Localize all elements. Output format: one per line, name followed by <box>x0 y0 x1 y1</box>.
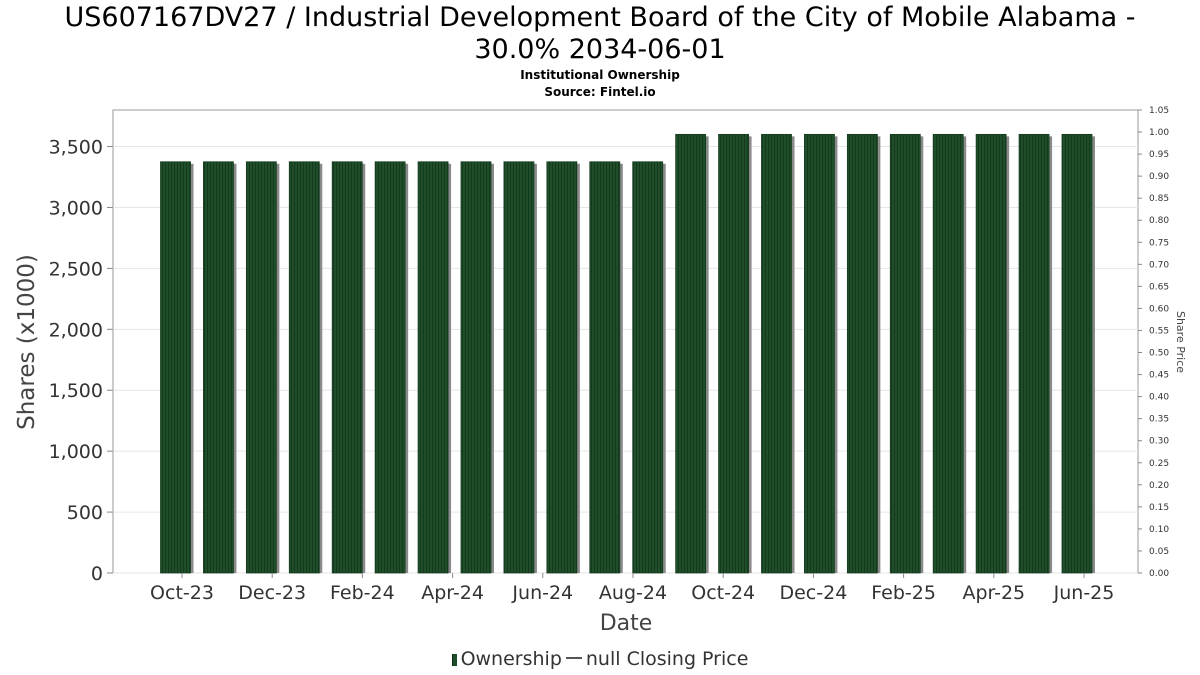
y2-axis-label: Share Price <box>1174 311 1187 373</box>
ownership-bar <box>546 161 578 574</box>
y2-tick-label: 1.05 <box>1149 106 1169 116</box>
ownership-bar <box>632 161 664 574</box>
y-tick-label: 0 <box>91 563 103 585</box>
y2-tick-label: 0.55 <box>1149 326 1169 336</box>
grid-lines <box>113 146 1138 574</box>
ownership-bar <box>417 161 449 574</box>
ownership-bar <box>1061 133 1093 574</box>
plot-area <box>112 109 1139 574</box>
ownership-legend-label: Ownership <box>460 648 562 670</box>
y2-tick-label: 0.90 <box>1149 172 1169 182</box>
y2-tick-label: 0.65 <box>1149 282 1169 292</box>
x-tick-label: Apr-24 <box>421 582 484 604</box>
y2-tick-label: 0.80 <box>1149 216 1169 226</box>
y-tick-label: 1,000 <box>49 441 103 463</box>
ownership-bar <box>761 133 792 574</box>
ownership-bar <box>718 133 749 574</box>
x-tick-label: Jun-24 <box>511 582 573 604</box>
y2-tick-label: 0.45 <box>1149 371 1169 381</box>
y2-tick-label: 0.60 <box>1149 304 1169 314</box>
price-legend-label: null Closing Price <box>585 648 749 670</box>
y-axis-label: Shares (x1000) <box>14 254 40 430</box>
y2-tick-label: 1.00 <box>1149 128 1169 138</box>
y-tick-label: 2,500 <box>49 258 103 280</box>
chart-legend: Ownership null Closing Price <box>0 648 1200 670</box>
x-tick-label: Feb-24 <box>330 582 395 604</box>
x-tick-label: Feb-25 <box>871 582 936 604</box>
ownership-bar <box>203 161 234 574</box>
y-tick-label: 2,000 <box>49 319 103 341</box>
ownership-bar <box>932 133 964 574</box>
y-tick-label: 1,500 <box>49 380 103 402</box>
ownership-bar <box>804 133 835 574</box>
y2-tick-label: 0.40 <box>1149 393 1169 403</box>
ownership-bar <box>589 161 621 574</box>
y2-tick-label: 0.10 <box>1149 525 1169 535</box>
ownership-bar <box>975 133 1007 574</box>
y2-tick-label: 0.75 <box>1149 238 1169 248</box>
y2-tick-label: 0.30 <box>1149 437 1169 447</box>
ownership-bar <box>160 161 191 574</box>
y2-tick-label: 0.35 <box>1149 415 1169 425</box>
y2-tick-label: 0.25 <box>1149 459 1169 469</box>
ownership-bar <box>331 161 363 574</box>
ownership-bar <box>245 161 277 574</box>
y2-tick-label: 0.15 <box>1149 503 1169 513</box>
x-axis-label: Date <box>600 611 653 636</box>
y2-tick-label: 0.20 <box>1149 481 1169 491</box>
chart-subtitle: Institutional Ownership <box>520 68 680 82</box>
ownership-legend-swatch <box>451 654 457 666</box>
ownership-bar <box>889 133 921 574</box>
x-tick-label: Dec-24 <box>779 582 847 604</box>
x-tick-label: Dec-23 <box>238 582 306 604</box>
chart-title-line2: 30.0% 2034-06-01 <box>474 34 726 65</box>
chart-source: Source: Fintel.io <box>544 85 656 99</box>
x-tick-label: Jun-25 <box>1053 582 1115 604</box>
ownership-bar <box>846 133 878 574</box>
ownership-bar <box>1018 133 1050 574</box>
ownership-bar <box>374 161 406 574</box>
y2-tick-label: 0.05 <box>1149 547 1169 557</box>
y2-tick-label: 0.70 <box>1149 260 1169 270</box>
y2-tick-label: 0.50 <box>1149 349 1169 359</box>
ownership-bar <box>675 133 707 574</box>
x-tick-label: Oct-23 <box>150 582 214 604</box>
chart-title-line1: US607167DV27 / Industrial Development Bo… <box>64 2 1136 33</box>
ownership-bar <box>460 161 492 574</box>
bar-series-ownership <box>160 133 1095 574</box>
y-tick-label: 3,000 <box>49 197 103 219</box>
x-tick-label: Apr-25 <box>962 582 1025 604</box>
x-tick-label: Oct-24 <box>691 582 755 604</box>
x-tick-label: Aug-24 <box>599 582 667 604</box>
y-tick-label: 500 <box>67 502 103 524</box>
y2-tick-label: 0.85 <box>1149 194 1169 204</box>
y2-tick-label: 0.95 <box>1149 150 1169 160</box>
axes: 0 500 1,000 1,500 2,000 2,500 3,000 3,500 0.00 0.… <box>49 106 1170 604</box>
ownership-bar <box>288 161 320 574</box>
y-tick-label: 3,500 <box>49 137 103 159</box>
ownership-bar <box>503 161 535 574</box>
price-legend-swatch <box>565 657 582 659</box>
y2-tick-label: 0.00 <box>1149 569 1169 579</box>
